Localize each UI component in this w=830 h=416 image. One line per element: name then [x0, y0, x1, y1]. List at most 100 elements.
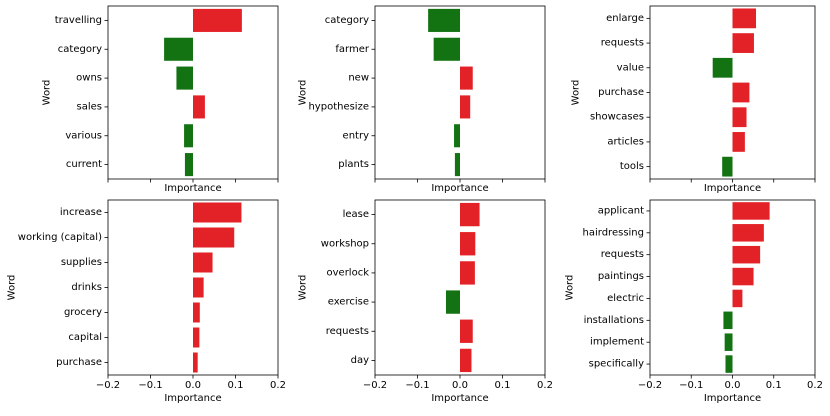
- y-tick-label: lease: [343, 209, 369, 220]
- x-axis-label: Importance: [164, 183, 221, 194]
- bar-entry: [454, 124, 460, 148]
- x-axis-label: Importance: [704, 183, 761, 194]
- y-axis-label: Word: [571, 80, 582, 106]
- x-tick-label: −0.2: [638, 380, 662, 391]
- x-tick-label: 0.0: [725, 380, 741, 391]
- y-tick-label: exercise: [328, 297, 369, 308]
- y-tick-label: tools: [620, 161, 644, 172]
- bar-installations: [723, 311, 733, 330]
- x-tick-label: −0.1: [405, 380, 429, 391]
- bar-requests: [460, 319, 473, 343]
- x-tick-label: 0.1: [495, 380, 511, 391]
- bar-plants: [454, 153, 460, 177]
- bar-hypothesize: [460, 95, 471, 119]
- x-tick-label: −0.1: [138, 380, 162, 391]
- bar-exercise: [445, 290, 460, 314]
- y-tick-label: travelling: [55, 15, 102, 26]
- bar-purchase: [732, 82, 750, 103]
- y-tick-label: farmer: [335, 44, 369, 55]
- y-axis-label: Word: [565, 275, 576, 301]
- y-axis-label: Word: [7, 275, 18, 301]
- x-tick-label: −0.2: [96, 380, 120, 391]
- y-tick-label: working (capital): [18, 232, 102, 243]
- y-tick-label: applicant: [598, 205, 644, 216]
- x-axis-label: Importance: [431, 393, 488, 404]
- y-tick-label: value: [617, 62, 644, 73]
- bar-category: [164, 37, 193, 61]
- bar-requests: [732, 33, 754, 53]
- bar-supplies: [193, 252, 213, 273]
- y-tick-label: purchase: [56, 357, 102, 368]
- bar-showcases: [732, 107, 747, 128]
- bar-new: [460, 66, 473, 90]
- y-tick-label: implement: [590, 337, 644, 348]
- y-axis-label: Word: [298, 275, 309, 301]
- y-tick-label: showcases: [590, 112, 644, 123]
- bar-farmer: [433, 37, 460, 61]
- bar-day: [460, 348, 472, 373]
- bar-enlarge: [732, 8, 757, 29]
- bar-tools: [722, 156, 733, 177]
- y-tick-label: requests: [601, 249, 644, 260]
- bar-requests: [732, 245, 761, 264]
- y-tick-label: workshop: [321, 238, 369, 249]
- x-axis-label: Importance: [431, 183, 488, 194]
- y-axis-label: Word: [298, 80, 309, 106]
- y-tick-label: current: [66, 159, 102, 170]
- y-axis-label: Word: [42, 80, 53, 106]
- y-tick-label: requests: [326, 326, 369, 337]
- bar-sales: [193, 95, 205, 119]
- bar-applicant: [732, 202, 770, 220]
- bar-workshop: [460, 232, 476, 256]
- bar-lease: [460, 202, 480, 227]
- x-tick-label: 0.1: [766, 380, 782, 391]
- chart-panel-4: increase working (capital) supplies drinks g…: [7, 199, 286, 404]
- x-tick-label: 0.2: [270, 380, 286, 391]
- bar-paintings: [732, 267, 754, 286]
- x-tick-label: 0.2: [807, 380, 823, 391]
- x-tick-label: 0.1: [228, 380, 244, 391]
- chart-panel-6: applicant hairdressing requests paintings el…: [565, 199, 823, 404]
- y-tick-label: articles: [607, 136, 644, 147]
- y-tick-label: various: [65, 130, 102, 141]
- x-tick-label: 0.0: [185, 380, 201, 391]
- x-tick-label: −0.1: [679, 380, 703, 391]
- y-tick-label: sales: [77, 101, 102, 112]
- y-tick-label: grocery: [64, 307, 102, 318]
- bar-purchase: [193, 352, 198, 373]
- x-tick-label: 0.2: [537, 380, 553, 391]
- y-tick-label: electric: [607, 293, 644, 304]
- x-tick-label: 0.0: [452, 380, 468, 391]
- bar-various: [184, 124, 193, 148]
- x-axis-label: Importance: [704, 393, 761, 404]
- bar-hairdressing: [732, 224, 764, 242]
- bar-electric: [732, 289, 743, 308]
- chart-panel-3: enlarge requests value purchase showcases art…: [571, 5, 816, 194]
- y-tick-label: enlarge: [606, 13, 644, 24]
- y-tick-label: paintings: [598, 271, 644, 282]
- y-tick-label: entry: [343, 130, 370, 141]
- bar-travelling: [193, 8, 242, 32]
- y-tick-label: category: [325, 15, 369, 26]
- bar-working-capital-: [193, 227, 235, 248]
- y-tick-label: hairdressing: [583, 227, 644, 238]
- bar-articles: [732, 132, 745, 152]
- y-tick-label: plants: [338, 159, 369, 170]
- y-tick-label: category: [58, 44, 102, 55]
- bar-increase: [193, 202, 242, 223]
- y-tick-label: installations: [584, 315, 644, 326]
- y-tick-label: increase: [60, 207, 102, 218]
- bar-overlock: [460, 261, 475, 285]
- y-tick-label: specifically: [589, 359, 644, 370]
- y-tick-label: drinks: [71, 282, 102, 293]
- chart-panel-2: category farmer new hypothesize entry plants I…: [298, 5, 546, 194]
- bar-drinks: [193, 277, 204, 298]
- chart-panel-5: lease workshop overlock exercise requests day…: [298, 199, 553, 404]
- y-tick-label: day: [351, 355, 369, 366]
- x-tick-label: −0.2: [363, 380, 387, 391]
- y-tick-label: owns: [76, 73, 102, 84]
- bar-implement: [724, 333, 733, 351]
- y-tick-label: supplies: [61, 257, 102, 268]
